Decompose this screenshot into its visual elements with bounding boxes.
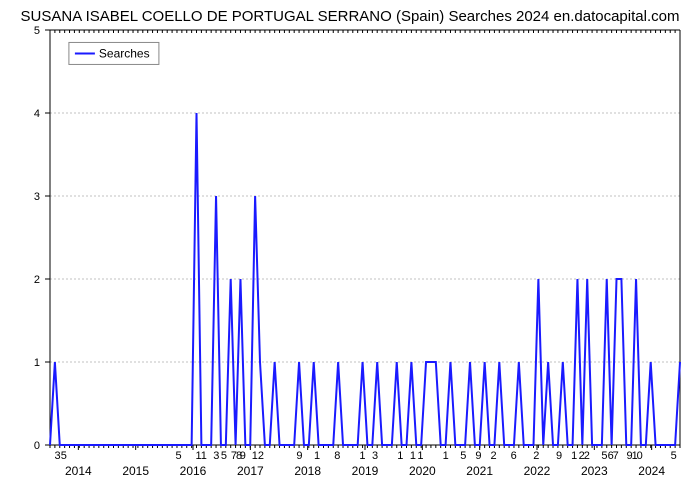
svg-text:1: 1: [34, 357, 40, 369]
svg-text:2024: 2024: [638, 464, 665, 478]
svg-text:2: 2: [34, 274, 40, 286]
svg-text:1: 1: [571, 450, 577, 462]
svg-text:3: 3: [34, 191, 40, 203]
svg-text:9: 9: [556, 450, 562, 462]
svg-text:5: 5: [221, 450, 227, 462]
svg-text:5: 5: [175, 450, 181, 462]
svg-text:12: 12: [252, 450, 264, 462]
svg-text:1: 1: [417, 450, 423, 462]
svg-text:2023: 2023: [581, 464, 608, 478]
svg-text:7: 7: [613, 450, 619, 462]
svg-text:2016: 2016: [180, 464, 207, 478]
line-chart: 0123452014201520162017201820192020202120…: [0, 25, 700, 495]
svg-text:2: 2: [533, 450, 539, 462]
svg-text:5: 5: [61, 450, 67, 462]
svg-text:2018: 2018: [294, 464, 321, 478]
svg-text:2019: 2019: [352, 464, 379, 478]
svg-text:1: 1: [410, 450, 416, 462]
svg-text:1: 1: [314, 450, 320, 462]
svg-text:2017: 2017: [237, 464, 264, 478]
svg-text:2022: 2022: [524, 464, 551, 478]
svg-text:2: 2: [490, 450, 496, 462]
svg-text:9: 9: [475, 450, 481, 462]
svg-text:0: 0: [34, 440, 40, 452]
svg-text:5: 5: [671, 450, 677, 462]
svg-text:3: 3: [213, 450, 219, 462]
svg-text:4: 4: [34, 108, 40, 120]
svg-text:2015: 2015: [122, 464, 149, 478]
svg-text:1: 1: [397, 450, 403, 462]
svg-text:11: 11: [195, 450, 206, 462]
svg-text:1: 1: [443, 450, 449, 462]
svg-text:2: 2: [584, 450, 590, 462]
chart-title: SUSANA ISABEL COELLO DE PORTUGAL SERRANO…: [0, 0, 700, 25]
svg-text:9: 9: [240, 450, 246, 462]
svg-text:9: 9: [296, 450, 302, 462]
svg-text:5: 5: [601, 450, 607, 462]
svg-text:3: 3: [372, 450, 378, 462]
svg-text:1: 1: [359, 450, 365, 462]
svg-text:2021: 2021: [466, 464, 493, 478]
svg-text:2014: 2014: [65, 464, 92, 478]
svg-text:6: 6: [511, 450, 517, 462]
svg-text:0: 0: [637, 450, 643, 462]
svg-text:3: 3: [54, 450, 60, 462]
svg-text:8: 8: [334, 450, 340, 462]
svg-text:5: 5: [460, 450, 466, 462]
svg-text:5: 5: [34, 25, 40, 37]
legend-label: Searches: [99, 46, 150, 60]
svg-text:2020: 2020: [409, 464, 436, 478]
